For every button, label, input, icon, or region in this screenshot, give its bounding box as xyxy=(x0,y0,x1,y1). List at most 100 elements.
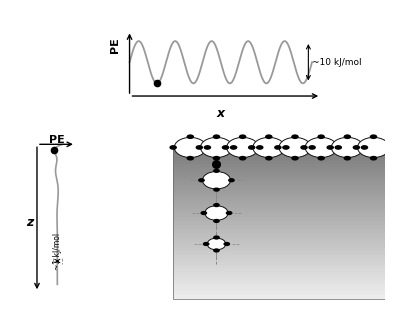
Bar xyxy=(173,226,388,229)
Bar xyxy=(173,157,388,159)
Circle shape xyxy=(187,156,194,160)
Bar xyxy=(173,247,388,250)
Bar xyxy=(173,159,388,161)
Circle shape xyxy=(279,138,311,158)
Circle shape xyxy=(213,187,220,192)
Circle shape xyxy=(228,178,235,182)
Bar xyxy=(173,168,388,170)
Bar xyxy=(173,194,388,197)
Bar xyxy=(173,170,388,172)
Bar xyxy=(173,181,388,183)
Circle shape xyxy=(370,134,377,139)
Bar xyxy=(173,211,388,214)
Circle shape xyxy=(213,236,220,240)
Bar xyxy=(173,272,388,274)
Bar xyxy=(173,236,388,238)
Circle shape xyxy=(387,145,393,150)
Bar xyxy=(173,278,388,280)
Bar xyxy=(173,240,388,242)
Bar xyxy=(173,204,388,206)
Bar xyxy=(173,185,388,187)
Bar xyxy=(173,291,388,293)
Circle shape xyxy=(196,145,203,150)
Circle shape xyxy=(300,145,308,150)
Bar xyxy=(173,238,388,240)
Bar xyxy=(173,264,388,267)
Bar xyxy=(173,148,388,299)
Bar xyxy=(173,153,388,155)
Bar xyxy=(173,293,388,295)
Circle shape xyxy=(213,156,220,160)
Bar xyxy=(173,202,388,204)
Circle shape xyxy=(248,145,255,150)
Bar xyxy=(173,230,388,232)
Bar xyxy=(173,192,388,195)
Bar xyxy=(173,166,388,168)
Bar xyxy=(173,219,388,221)
Circle shape xyxy=(274,145,282,150)
Circle shape xyxy=(213,134,220,139)
Circle shape xyxy=(358,138,389,158)
Bar xyxy=(173,200,388,202)
Bar xyxy=(173,172,388,174)
Text: ~10 kJ/mol: ~10 kJ/mol xyxy=(312,58,362,67)
Bar xyxy=(173,177,388,180)
Bar xyxy=(173,160,388,163)
Circle shape xyxy=(213,169,220,173)
Bar xyxy=(173,257,388,259)
Circle shape xyxy=(256,145,264,150)
Bar xyxy=(173,174,388,176)
Circle shape xyxy=(200,138,233,158)
Bar xyxy=(173,255,388,257)
Bar xyxy=(173,283,388,285)
Bar xyxy=(173,270,388,272)
Circle shape xyxy=(203,242,209,246)
Bar xyxy=(173,217,388,219)
Bar xyxy=(173,232,388,234)
Circle shape xyxy=(282,145,290,150)
Bar xyxy=(173,258,388,261)
Bar xyxy=(173,183,388,185)
Bar xyxy=(173,249,388,252)
Bar xyxy=(173,198,388,200)
Circle shape xyxy=(265,156,273,160)
Circle shape xyxy=(370,156,377,160)
Bar xyxy=(173,187,388,189)
Bar xyxy=(173,289,388,291)
Bar xyxy=(173,245,388,248)
Bar xyxy=(173,228,388,230)
Circle shape xyxy=(207,238,226,250)
Circle shape xyxy=(198,178,205,182)
Bar xyxy=(173,151,388,153)
Bar xyxy=(173,285,388,287)
Bar xyxy=(173,223,388,225)
Circle shape xyxy=(187,134,194,139)
Bar xyxy=(173,209,388,212)
Circle shape xyxy=(213,248,220,252)
Bar xyxy=(173,162,388,165)
Bar xyxy=(173,164,388,166)
Circle shape xyxy=(353,145,360,150)
Circle shape xyxy=(265,134,273,139)
Bar xyxy=(173,208,388,210)
Text: PE: PE xyxy=(110,37,120,53)
Circle shape xyxy=(239,134,246,139)
Bar xyxy=(173,221,388,223)
Circle shape xyxy=(334,145,342,150)
Bar xyxy=(173,276,388,278)
Bar xyxy=(173,260,388,263)
Bar xyxy=(173,268,388,270)
Circle shape xyxy=(202,171,230,189)
Text: PE: PE xyxy=(50,135,65,145)
Circle shape xyxy=(174,138,206,158)
Text: z: z xyxy=(26,216,33,229)
Bar xyxy=(173,251,388,253)
Bar xyxy=(173,281,388,284)
Bar xyxy=(173,263,388,265)
Circle shape xyxy=(331,138,364,158)
Bar xyxy=(173,243,388,246)
Circle shape xyxy=(222,145,229,150)
Bar xyxy=(173,215,388,217)
Circle shape xyxy=(327,145,334,150)
Circle shape xyxy=(169,145,177,150)
